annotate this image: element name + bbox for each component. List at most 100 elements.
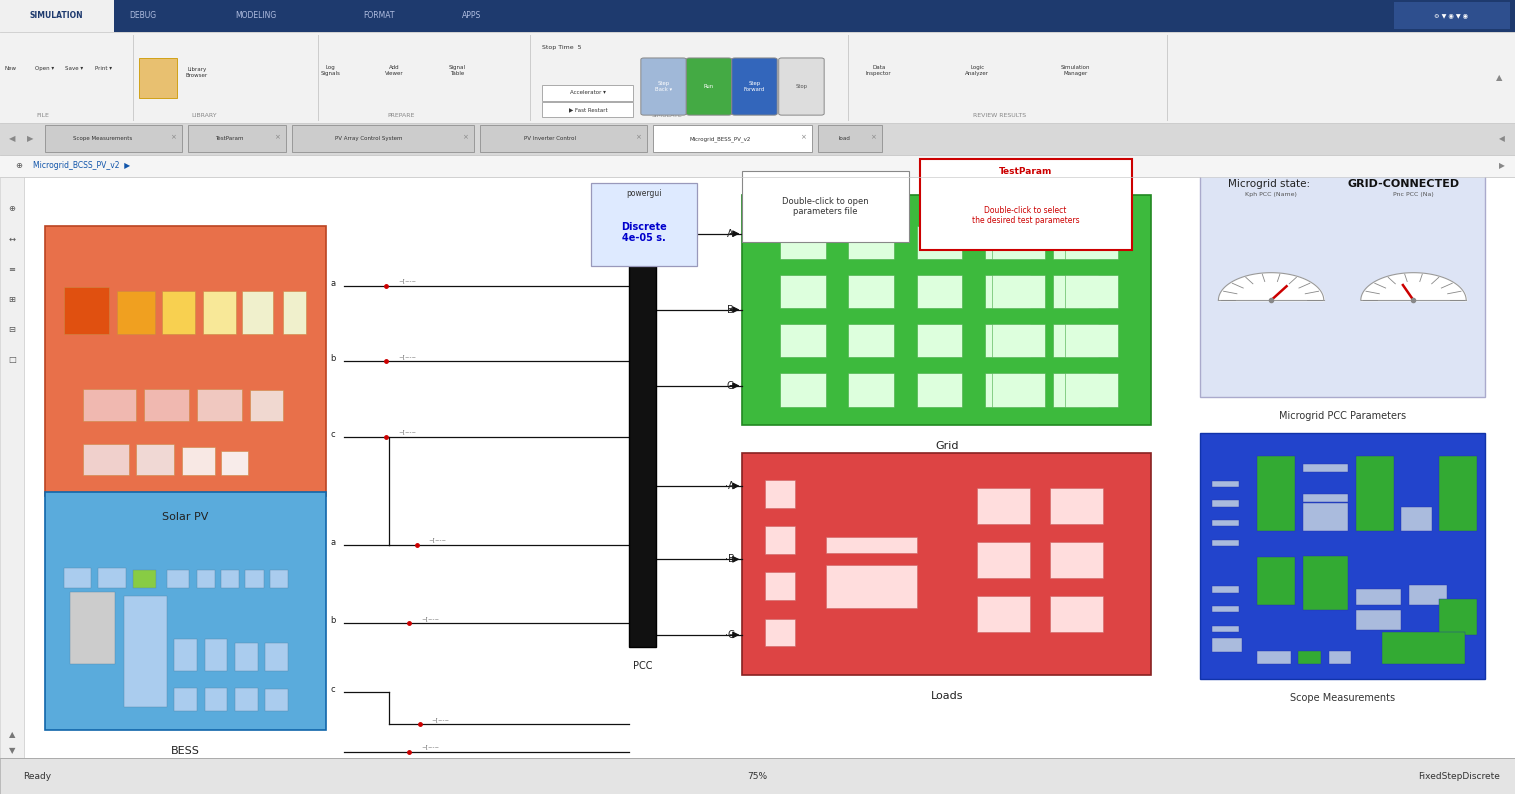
Bar — [1257, 651, 1291, 664]
Bar — [917, 225, 962, 259]
Text: Simulation
Manager: Simulation Manager — [1060, 64, 1091, 75]
Text: ▲: ▲ — [9, 730, 15, 739]
Text: C: C — [727, 380, 733, 391]
Text: DEBUG: DEBUG — [129, 11, 156, 21]
Bar — [1050, 488, 1103, 524]
Bar — [83, 389, 136, 421]
Text: Save ▾: Save ▾ — [65, 66, 83, 71]
Bar — [1065, 275, 1118, 308]
Text: ~[~-~: ~[~-~ — [398, 279, 417, 283]
Text: Grid: Grid — [935, 441, 959, 451]
Bar — [0, 0, 114, 32]
FancyBboxPatch shape — [480, 125, 647, 152]
Text: New: New — [5, 66, 17, 71]
FancyBboxPatch shape — [1200, 167, 1485, 397]
Bar — [992, 324, 1045, 357]
FancyBboxPatch shape — [920, 159, 1132, 250]
Bar — [826, 537, 917, 553]
Text: FixedStepDiscrete: FixedStepDiscrete — [1418, 772, 1500, 781]
Bar — [1212, 626, 1239, 632]
Text: ×: × — [800, 134, 806, 141]
Text: Scope Measurements: Scope Measurements — [73, 137, 132, 141]
Bar — [1298, 651, 1321, 664]
Bar — [0, 758, 1515, 794]
Bar — [1053, 275, 1098, 308]
Bar — [1212, 606, 1239, 612]
Text: SIMULATE: SIMULATE — [651, 114, 682, 118]
Bar — [917, 324, 962, 357]
Bar — [1212, 480, 1239, 487]
Text: c: c — [330, 430, 335, 439]
Text: Microgrid PCC Parameters: Microgrid PCC Parameters — [1279, 411, 1406, 422]
Text: ⊟: ⊟ — [9, 325, 15, 334]
Bar — [826, 565, 917, 608]
Text: REVIEW RESULTS: REVIEW RESULTS — [973, 114, 1027, 118]
Bar — [985, 373, 1030, 407]
Text: ⊞: ⊞ — [9, 295, 15, 304]
Bar — [182, 447, 215, 475]
Bar — [848, 275, 894, 308]
Bar — [83, 445, 129, 475]
Text: ▶: ▶ — [27, 134, 33, 144]
Text: b: b — [330, 616, 336, 626]
Bar — [1303, 503, 1348, 531]
Text: ⊕: ⊕ — [9, 204, 15, 214]
Text: ≡: ≡ — [9, 264, 15, 274]
Bar — [742, 453, 1151, 675]
Text: Accelerator ▾: Accelerator ▾ — [570, 91, 606, 95]
Bar — [197, 570, 215, 588]
Text: BESS: BESS — [171, 746, 200, 757]
Text: ×: × — [870, 134, 876, 141]
Text: ↔: ↔ — [9, 234, 15, 244]
Text: Ready: Ready — [23, 772, 52, 781]
Bar — [977, 488, 1030, 524]
Bar — [0, 0, 1515, 32]
Text: GRID-CONNECTED: GRID-CONNECTED — [1348, 179, 1460, 189]
Bar — [629, 202, 656, 647]
FancyBboxPatch shape — [542, 102, 633, 117]
Text: c: c — [330, 685, 335, 695]
Bar — [235, 688, 258, 711]
Text: Microgrid_BCSS_PV_v2  ▶: Microgrid_BCSS_PV_v2 ▶ — [33, 161, 130, 171]
Text: Scope Measurements: Scope Measurements — [1289, 693, 1395, 703]
Bar — [174, 688, 197, 711]
Text: Step
Forward: Step Forward — [744, 81, 765, 92]
Bar — [205, 688, 227, 711]
FancyBboxPatch shape — [591, 183, 697, 266]
FancyBboxPatch shape — [292, 125, 474, 152]
Text: ×: × — [274, 134, 280, 141]
Text: SIMULATION: SIMULATION — [30, 11, 83, 21]
Bar — [0, 123, 1515, 155]
Bar — [1439, 599, 1477, 634]
Bar — [270, 570, 288, 588]
Text: Microgrid_BESS_PV_v2: Microgrid_BESS_PV_v2 — [689, 136, 750, 142]
Bar — [917, 373, 962, 407]
Bar — [1053, 225, 1098, 259]
Bar — [1303, 494, 1348, 502]
FancyBboxPatch shape — [542, 85, 633, 101]
FancyBboxPatch shape — [686, 58, 732, 115]
Bar — [197, 389, 242, 421]
Bar — [992, 225, 1045, 259]
Bar — [985, 324, 1030, 357]
Text: load: load — [839, 137, 851, 141]
Text: PV Array Control System: PV Array Control System — [335, 137, 403, 141]
Bar — [1303, 464, 1348, 472]
Bar — [0, 32, 1515, 123]
Text: Double-click to select
the desired test parameters: Double-click to select the desired test … — [971, 206, 1080, 225]
Text: ×: × — [462, 134, 468, 141]
Bar — [1439, 456, 1477, 531]
Text: Loads: Loads — [930, 691, 964, 701]
FancyBboxPatch shape — [742, 171, 909, 242]
Bar — [0, 155, 1515, 177]
Bar — [265, 643, 288, 671]
Bar — [992, 275, 1045, 308]
Bar — [1053, 324, 1098, 357]
Bar — [848, 373, 894, 407]
Text: ~[~-~: ~[~-~ — [421, 745, 439, 750]
Bar — [1212, 520, 1239, 526]
Bar — [144, 389, 189, 421]
Bar — [1050, 596, 1103, 632]
Bar — [780, 275, 826, 308]
Text: TestParam: TestParam — [215, 137, 244, 141]
